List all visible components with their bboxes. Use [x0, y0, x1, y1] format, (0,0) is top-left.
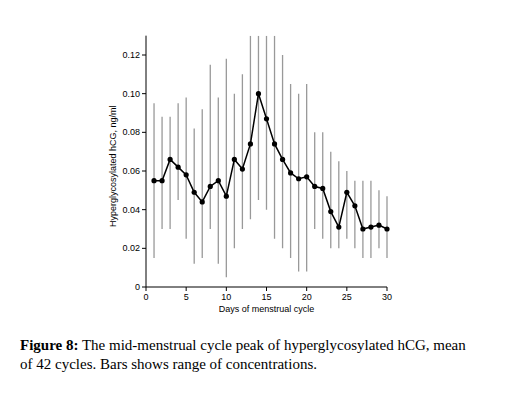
point — [352, 203, 357, 208]
y-tick — [142, 209, 146, 210]
point — [200, 199, 205, 204]
y-tick — [142, 55, 146, 56]
range-bar — [362, 181, 363, 258]
y-tick-label: 0.10 — [122, 89, 140, 99]
point — [248, 141, 253, 146]
range-bar — [354, 181, 355, 249]
point — [232, 157, 237, 162]
y-tick-label: 0.12 — [122, 50, 140, 60]
point — [384, 226, 389, 231]
x-tick — [226, 287, 227, 291]
caption-text: The mid-menstrual cycle peak of hypergly… — [20, 337, 466, 372]
y-tick — [142, 132, 146, 133]
point — [280, 157, 285, 162]
x-tick — [387, 287, 388, 291]
range-bar — [274, 36, 275, 239]
range-bar — [226, 59, 227, 277]
range-bar — [210, 65, 211, 229]
range-bar — [322, 132, 323, 238]
y-tick-label: 0.08 — [122, 127, 140, 137]
range-bar — [338, 161, 339, 248]
x-tick — [306, 287, 307, 291]
point — [176, 165, 181, 170]
range-bar — [258, 36, 259, 200]
point — [336, 224, 341, 229]
point — [368, 224, 373, 229]
point — [304, 174, 309, 179]
x-tick — [186, 287, 187, 291]
chart: 0 0.02 0.04 0.06 0.08 0.10 0.12 0 5 10 15 20 25 30 Day… — [0, 0, 516, 336]
y-tick-label: 0 — [135, 282, 140, 292]
x-tick — [146, 287, 147, 291]
y-tick-label: 0.04 — [122, 205, 140, 215]
range-bar — [250, 36, 251, 220]
point — [151, 178, 156, 183]
range-bar — [330, 152, 331, 249]
range-bar — [242, 74, 243, 229]
x-axis-label: Days of menstrual cycle — [219, 304, 315, 314]
point — [272, 141, 277, 146]
y-tick-label: 0.02 — [122, 243, 140, 253]
point — [208, 184, 213, 189]
x-tick-label: 30 — [382, 292, 392, 302]
point — [264, 116, 269, 121]
point — [184, 172, 189, 177]
x-tick-label: 0 — [143, 292, 148, 302]
point — [216, 178, 221, 183]
point — [360, 226, 365, 231]
caption: Figure 8: The mid-menstrual cycle peak o… — [20, 336, 480, 374]
range-bar — [186, 98, 187, 239]
point — [344, 190, 349, 195]
plot-area — [151, 36, 389, 278]
x-tick-label: 10 — [221, 292, 231, 302]
range-bar — [314, 132, 315, 229]
range-bar — [282, 55, 283, 248]
range-bar — [169, 117, 170, 229]
x-tick — [266, 287, 267, 291]
point — [312, 184, 317, 189]
range-bar — [234, 94, 235, 249]
point — [328, 209, 333, 214]
y-tick — [142, 287, 146, 288]
y-tick — [142, 248, 146, 249]
y-tick — [142, 93, 146, 94]
point — [256, 91, 261, 96]
y-axis — [146, 36, 147, 287]
point — [288, 170, 293, 175]
point — [192, 190, 197, 195]
point — [320, 186, 325, 191]
point — [159, 178, 164, 183]
range-bar — [346, 171, 347, 239]
caption-label: Figure 8: — [20, 337, 78, 353]
y-axis-label: Hyperglycosylated hCG, ng/ml — [108, 106, 118, 228]
point — [224, 194, 229, 199]
range-bar — [161, 117, 162, 229]
range-bar — [177, 103, 178, 200]
point — [296, 176, 301, 181]
point — [376, 223, 381, 228]
range-bar — [370, 181, 371, 258]
x-tick-label: 15 — [261, 292, 271, 302]
range-bar — [298, 94, 299, 272]
range-bar — [378, 190, 379, 248]
range-bar — [202, 109, 203, 258]
range-bar — [194, 128, 195, 263]
series-line — [154, 94, 387, 229]
x-tick-label: 20 — [302, 292, 312, 302]
y-tick — [142, 171, 146, 172]
x-tick — [346, 287, 347, 291]
point — [168, 157, 173, 162]
point — [240, 166, 245, 171]
x-tick-label: 5 — [184, 292, 189, 302]
y-tick-label: 0.06 — [122, 166, 140, 176]
x-tick-label: 25 — [342, 292, 352, 302]
